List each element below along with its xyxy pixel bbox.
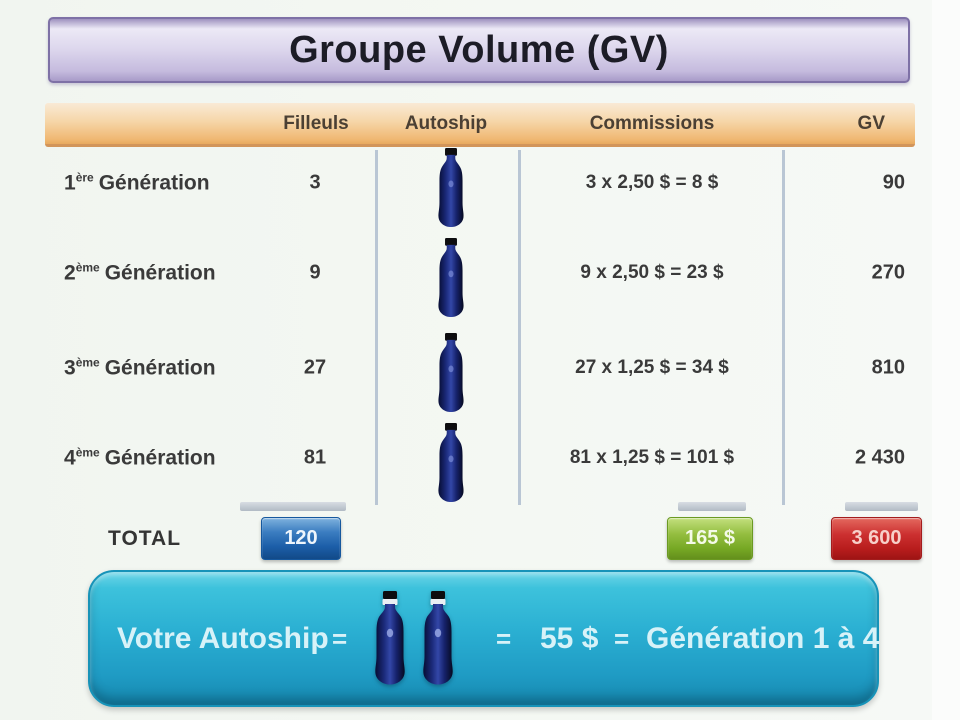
column-divider bbox=[375, 150, 378, 505]
table-row: 3ème Génération 27 27 x 1,25 $ = 34 $ 810 bbox=[0, 324, 960, 415]
commission-value: 81 x 1,25 $ = 101 $ bbox=[569, 447, 735, 468]
generation-label: 1ère Génération bbox=[64, 170, 210, 195]
total-commissions-badge: 165 $ bbox=[667, 517, 753, 560]
column-header-commissions: Commissions bbox=[589, 113, 715, 134]
badge-shadow-bar bbox=[240, 502, 346, 511]
filleuls-value: 9 bbox=[309, 261, 321, 284]
equals-sign: = bbox=[332, 623, 348, 653]
commission-value: 27 x 1,25 $ = 34 $ bbox=[575, 357, 729, 378]
filleuls-value: 3 bbox=[309, 171, 321, 194]
badge-shadow-bar bbox=[678, 502, 746, 511]
table-row: 2ème Génération 9 9 x 2,50 $ = 23 $ 270 bbox=[0, 229, 960, 320]
total-filleuls-badge: 120 bbox=[261, 517, 341, 560]
banner-generation-range: Génération 1 à 4 bbox=[646, 621, 880, 655]
filleuls-value: 81 bbox=[303, 446, 327, 469]
total-label: TOTAL bbox=[108, 527, 182, 550]
banner-label: Votre Autoship bbox=[117, 621, 329, 655]
table-header-bar: Filleuls Autoship Commissions GV bbox=[45, 103, 915, 147]
equals-sign: = bbox=[496, 623, 512, 653]
generation-label: 2ème Génération bbox=[64, 260, 216, 285]
column-header-filleuls: Filleuls bbox=[283, 113, 349, 134]
commission-value: 3 x 2,50 $ = 8 $ bbox=[585, 172, 719, 193]
banner-amount: 55 $ bbox=[540, 621, 599, 655]
table-row: 1ère Génération 3 3 x 2,50 $ = 8 $ 90 bbox=[0, 139, 960, 230]
autoship-summary-banner: Votre Autoship = = 55 $ = Génération 1 à… bbox=[88, 570, 879, 707]
equals-sign: = bbox=[614, 623, 630, 653]
slide-title-bar: Groupe Volume (GV) bbox=[48, 17, 910, 83]
autoship-bottle-icon bbox=[428, 423, 474, 505]
gv-value: 90 bbox=[882, 171, 905, 194]
filleuls-value: 27 bbox=[303, 356, 327, 379]
generation-label: 4ème Génération bbox=[64, 445, 216, 470]
total-gv-badge: 3 600 bbox=[831, 517, 922, 560]
autoship-bottle-icon bbox=[428, 333, 474, 415]
autoship-two-bottles-icon bbox=[368, 583, 460, 695]
generation-label: 3ème Génération bbox=[64, 355, 216, 380]
right-edge-highlight bbox=[932, 0, 960, 720]
column-divider bbox=[782, 150, 785, 505]
autoship-bottle-icon bbox=[428, 148, 474, 230]
gv-value: 810 bbox=[871, 356, 905, 379]
gv-value: 270 bbox=[871, 261, 905, 284]
gv-value: 2 430 bbox=[854, 446, 905, 469]
commission-value: 9 x 2,50 $ = 23 $ bbox=[580, 262, 724, 283]
autoship-bottle-icon bbox=[428, 238, 474, 320]
table-row: 4ème Génération 81 81 x 1,25 $ = 101 $ 2 … bbox=[0, 414, 960, 505]
column-divider bbox=[518, 150, 521, 505]
column-header-autoship: Autoship bbox=[404, 113, 488, 134]
column-header-gv: GV bbox=[857, 113, 885, 134]
page-title: Groupe Volume (GV) bbox=[289, 28, 669, 71]
badge-shadow-bar bbox=[845, 502, 918, 511]
